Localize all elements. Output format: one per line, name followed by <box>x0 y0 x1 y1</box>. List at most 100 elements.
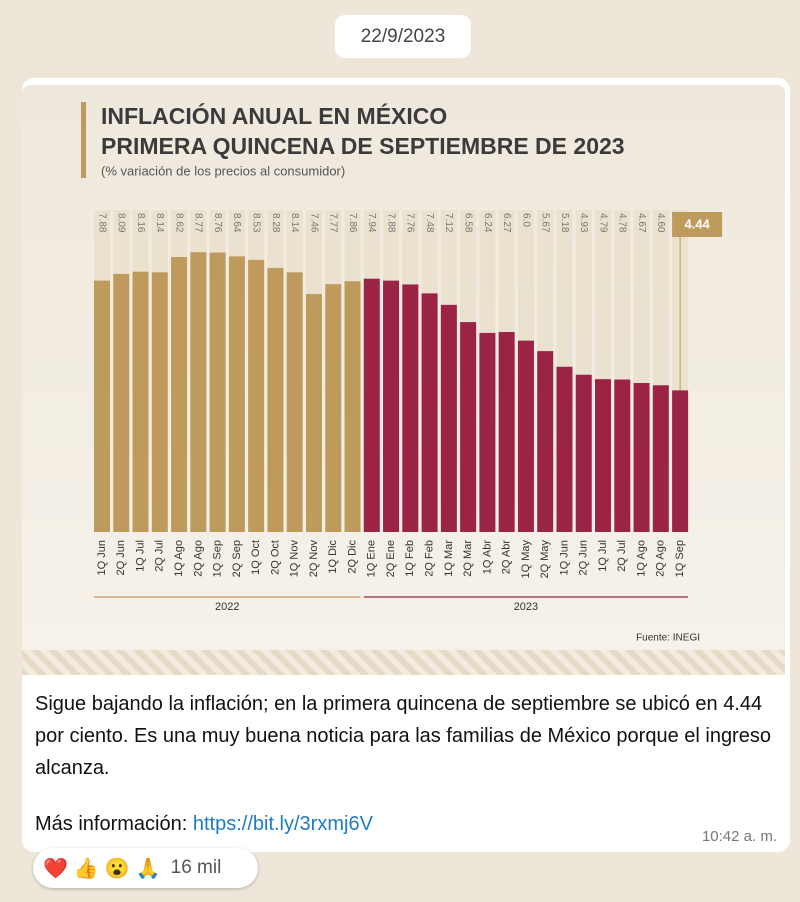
bar <box>421 293 438 532</box>
value-label: 4.60 <box>655 213 666 233</box>
chart-subtitle: (% variación de los precios al consumido… <box>101 163 345 178</box>
x-tick-label: 2Q Mar <box>462 540 474 577</box>
x-tick-label: 1Q Feb <box>404 540 416 577</box>
value-label: 8.14 <box>154 213 165 233</box>
bar <box>460 322 477 532</box>
bar <box>132 271 149 532</box>
value-label: 6.24 <box>482 213 493 233</box>
x-tick-label: 1Q Nov <box>289 540 301 578</box>
group-label: 2022 <box>215 601 239 613</box>
reaction-emoji: 👍 <box>73 857 99 880</box>
bar <box>94 280 110 532</box>
reactions[interactable]: ❤️ 👍 😮 🙏 16 mil <box>33 848 258 888</box>
x-tick-label: 2Q Ago <box>655 540 667 577</box>
more-info: Más información: https://bit.ly/3rxmj6V <box>35 813 373 836</box>
timestamp: 10:42 a. m. <box>701 828 777 845</box>
link[interactable]: https://bit.ly/3rxmj6V <box>192 813 373 835</box>
value-label: 7.94 <box>366 213 377 233</box>
x-tick-label: 1Q Jul <box>134 540 146 572</box>
x-tick-label: 2Q May <box>539 540 551 579</box>
date-pill: 22/9/2023 <box>335 15 471 58</box>
x-tick-label: 2Q Jul <box>616 540 628 572</box>
value-label: 7.77 <box>328 213 339 233</box>
more-label: Más información: <box>35 813 188 835</box>
value-label: 5.18 <box>559 213 570 233</box>
group-label: 2023 <box>514 601 538 613</box>
bar <box>517 340 534 532</box>
x-tick-label: 2Q Feb <box>423 540 435 577</box>
value-label: 8.28 <box>270 213 281 233</box>
chart-title: PRIMERA QUINCENA DE SEPTIEMBRE DE 2023 <box>101 133 625 159</box>
bar <box>113 273 130 532</box>
bar <box>652 385 669 532</box>
value-label: 4.93 <box>578 213 589 233</box>
bar <box>344 281 361 532</box>
value-label: 4.44 <box>684 216 710 231</box>
value-label: 8.16 <box>135 213 146 233</box>
bar <box>171 257 188 532</box>
bar <box>537 351 554 532</box>
x-tick-label: 1Q Ago <box>173 540 185 577</box>
reaction-emoji: 🙏 <box>135 857 161 880</box>
bar <box>325 284 342 532</box>
value-label: 7.88 <box>385 213 396 233</box>
reaction-emoji: 😮 <box>104 857 130 880</box>
value-label: 6.58 <box>462 213 473 233</box>
bar <box>614 379 631 532</box>
bar <box>383 280 400 532</box>
value-label: 7.12 <box>443 213 454 233</box>
bar <box>363 278 380 532</box>
x-tick-label: 1Q Dic <box>327 540 339 574</box>
value-label: 7.48 <box>424 213 435 233</box>
x-tick-label: 1Q Mar <box>443 540 455 577</box>
x-tick-label: 2Q Nov <box>308 540 320 578</box>
x-tick-label: 2Q Dic <box>346 540 358 574</box>
value-label: 7.86 <box>347 213 358 233</box>
value-label: 7.76 <box>405 213 416 233</box>
x-tick-label: 2Q Oct <box>269 540 281 575</box>
value-label: 7.46 <box>308 213 319 233</box>
bar <box>440 304 457 532</box>
chart-title: INFLACIÓN ANUAL EN MÉXICO <box>101 102 447 129</box>
value-label: 4.79 <box>597 213 608 233</box>
callout-box <box>672 212 723 237</box>
bar <box>286 272 303 532</box>
x-tick-label: 1Q Ene <box>366 540 378 577</box>
bar <box>228 256 245 532</box>
x-tick-label: 1Q Sep <box>674 540 686 577</box>
value-label: 8.76 <box>212 213 223 233</box>
value-label: 8.09 <box>116 213 127 233</box>
reaction-emoji: ❤️ <box>43 857 68 880</box>
x-tick-label: 1Q Jun <box>558 540 570 575</box>
x-tick-label: 2Q Abr <box>501 540 513 575</box>
x-tick-label: 2Q Jun <box>115 540 127 575</box>
value-label: 8.14 <box>289 213 300 233</box>
source: Fuente: INEGI <box>636 633 700 644</box>
decorative-strip <box>22 650 785 675</box>
value-label: 5.67 <box>540 213 551 233</box>
bar <box>305 294 322 532</box>
value-label: 4.67 <box>636 213 647 233</box>
bar <box>479 332 496 532</box>
x-tick-label: 1Q Jul <box>597 540 609 572</box>
x-tick-label: 2Q Sep <box>231 540 243 577</box>
value-label: 7.88 <box>96 213 107 233</box>
bar <box>209 252 226 532</box>
bar <box>267 267 284 532</box>
bar <box>248 259 265 532</box>
value-label: 8.64 <box>231 213 242 233</box>
x-tick-label: 2Q Ago <box>192 540 204 577</box>
chart: INFLACIÓN ANUAL EN MÉXICO PRIMERA QUINCE… <box>81 102 723 644</box>
x-tick-label: 1Q May <box>520 540 532 579</box>
x-tick-label: 1Q Jun <box>96 540 108 575</box>
value-label: 6.27 <box>501 213 512 233</box>
value-label: 6.0 <box>520 213 531 227</box>
bar <box>575 374 592 532</box>
bar <box>402 284 419 532</box>
value-label: 4.78 <box>617 213 628 233</box>
value-label: 8.53 <box>251 213 262 233</box>
bar <box>672 390 689 532</box>
x-tick-label: 1Q Sep <box>212 540 224 577</box>
bar <box>498 331 515 532</box>
